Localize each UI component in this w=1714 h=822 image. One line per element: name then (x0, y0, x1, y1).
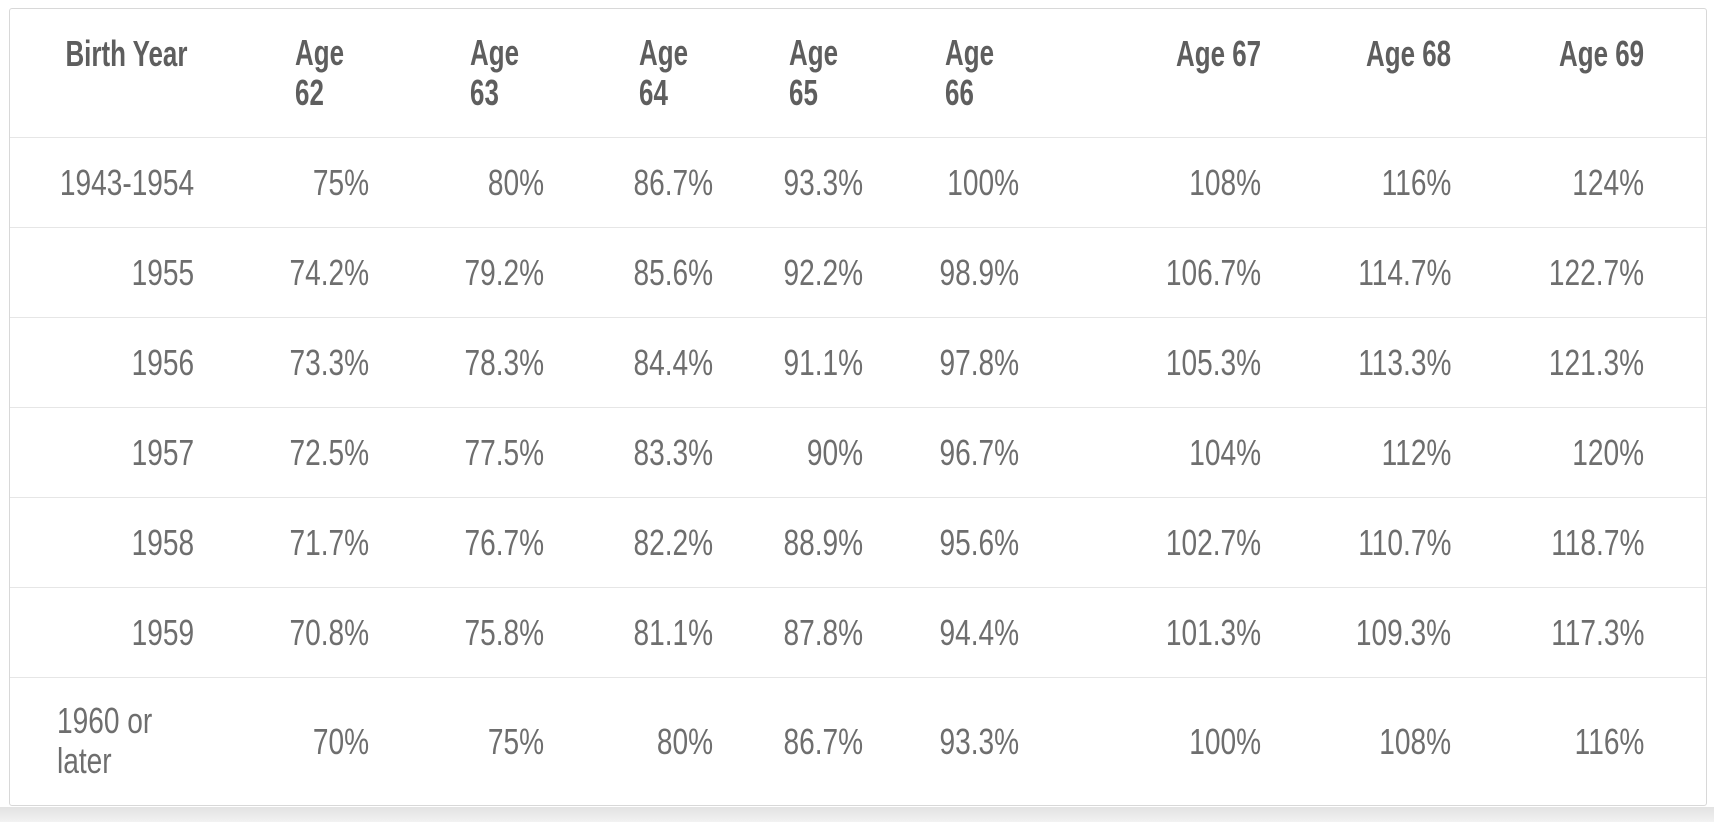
column-header-label: Age 66 (945, 32, 994, 113)
cell: 121.3% (1475, 318, 1706, 408)
cell: 110.7% (1285, 498, 1475, 588)
cell: 90% (737, 408, 887, 498)
column-header-label: Age 68 (1365, 33, 1451, 74)
cell: 75.8% (393, 588, 568, 678)
cell: 108% (1043, 138, 1285, 228)
table-row-1960-or-later: 1960 or later 70% 75% 80% 86.7% 93.3% 10… (10, 678, 1706, 805)
cell: 112% (1285, 408, 1475, 498)
cell: 104% (1043, 408, 1285, 498)
column-header-label: Age 67 (1175, 33, 1261, 74)
column-header-label: Age 64 (639, 32, 688, 113)
cell: 116% (1285, 138, 1475, 228)
cell: 85.6% (568, 228, 737, 318)
cell: 74.2% (218, 228, 393, 318)
cell: 102.7% (1043, 498, 1285, 588)
table-row-1957: 1957 72.5% 77.5% 83.3% 90% 96.7% 104% 11… (10, 408, 1706, 498)
benefit-percentage-table: Birth Year Age 62 Age 63 Age 64 Age 65 A… (10, 9, 1706, 805)
cell: 94.4% (887, 588, 1043, 678)
cell: 71.7% (218, 498, 393, 588)
header-row: Birth Year Age 62 Age 63 Age 64 Age 65 A… (10, 9, 1706, 138)
cell: 117.3% (1475, 588, 1706, 678)
cell: 81.1% (568, 588, 737, 678)
cell: 97.8% (887, 318, 1043, 408)
column-header-age-68: Age 68 (1285, 9, 1475, 138)
cell: 82.2% (568, 498, 737, 588)
cell: 91.1% (737, 318, 887, 408)
cell: 124% (1475, 138, 1706, 228)
cell: 120% (1475, 408, 1706, 498)
cell: 100% (887, 138, 1043, 228)
row-label: 1957 (10, 408, 218, 498)
row-label: 1960 or later (57, 700, 153, 781)
table-row-1943-1954: 1943-1954 75% 80% 86.7% 93.3% 100% 108% … (10, 138, 1706, 228)
row-label: 1955 (10, 228, 218, 318)
cell: 80% (393, 138, 568, 228)
cell: 79.2% (393, 228, 568, 318)
column-header-label: Age 62 (295, 32, 344, 113)
column-header-label: Age 65 (789, 32, 838, 113)
cell: 83.3% (568, 408, 737, 498)
column-header-age-63: Age 63 (393, 9, 568, 138)
cell: 108% (1379, 720, 1451, 762)
column-header-age-67: Age 67 (1043, 9, 1285, 138)
cell: 93.3% (737, 138, 887, 228)
cell: 100% (1189, 720, 1261, 762)
cell: 122.7% (1475, 228, 1706, 318)
cell: 92.2% (737, 228, 887, 318)
row-label: 1943-1954 (10, 138, 218, 228)
cell: 77.5% (393, 408, 568, 498)
cell: 86.7% (783, 720, 863, 762)
page-bottom-shadow (0, 807, 1714, 822)
cell: 113.3% (1285, 318, 1475, 408)
row-label: 1958 (10, 498, 218, 588)
column-header-age-66: Age 66 (887, 9, 1043, 138)
cell: 75% (487, 720, 544, 762)
column-header-age-65: Age 65 (737, 9, 887, 138)
cell: 105.3% (1043, 318, 1285, 408)
cell: 75% (218, 138, 393, 228)
cell: 101.3% (1043, 588, 1285, 678)
cell: 96.7% (887, 408, 1043, 498)
cell: 76.7% (393, 498, 568, 588)
table-row-1958: 1958 71.7% 76.7% 82.2% 88.9% 95.6% 102.7… (10, 498, 1706, 588)
cell: 114.7% (1285, 228, 1475, 318)
cell: 98.9% (887, 228, 1043, 318)
cell: 72.5% (218, 408, 393, 498)
column-header-age-64: Age 64 (568, 9, 737, 138)
cell: 95.6% (887, 498, 1043, 588)
cell: 70.8% (218, 588, 393, 678)
table-row-1959: 1959 70.8% 75.8% 81.1% 87.8% 94.4% 101.3… (10, 588, 1706, 678)
row-label: 1956 (10, 318, 218, 408)
column-header-birth-year: Birth Year (10, 9, 218, 138)
column-header-age-69: Age 69 (1475, 9, 1706, 138)
column-header-label: Birth Year (65, 33, 188, 74)
cell: 116% (1574, 720, 1644, 762)
benefit-percentage-table-card: Birth Year Age 62 Age 63 Age 64 Age 65 A… (9, 8, 1707, 806)
table-row-1955: 1955 74.2% 79.2% 85.6% 92.2% 98.9% 106.7… (10, 228, 1706, 318)
column-header-age-62: Age 62 (218, 9, 393, 138)
cell: 70% (312, 720, 369, 762)
cell: 87.8% (737, 588, 887, 678)
column-header-label: Age 69 (1558, 33, 1644, 74)
cell: 73.3% (218, 318, 393, 408)
cell: 106.7% (1043, 228, 1285, 318)
column-header-label: Age 63 (470, 32, 519, 113)
cell: 109.3% (1285, 588, 1475, 678)
cell: 118.7% (1475, 498, 1706, 588)
cell: 93.3% (939, 720, 1019, 762)
cell: 80% (656, 720, 713, 762)
table-row-1956: 1956 73.3% 78.3% 84.4% 91.1% 97.8% 105.3… (10, 318, 1706, 408)
cell: 88.9% (737, 498, 887, 588)
row-label: 1959 (10, 588, 218, 678)
cell: 78.3% (393, 318, 568, 408)
cell: 86.7% (568, 138, 737, 228)
cell: 84.4% (568, 318, 737, 408)
